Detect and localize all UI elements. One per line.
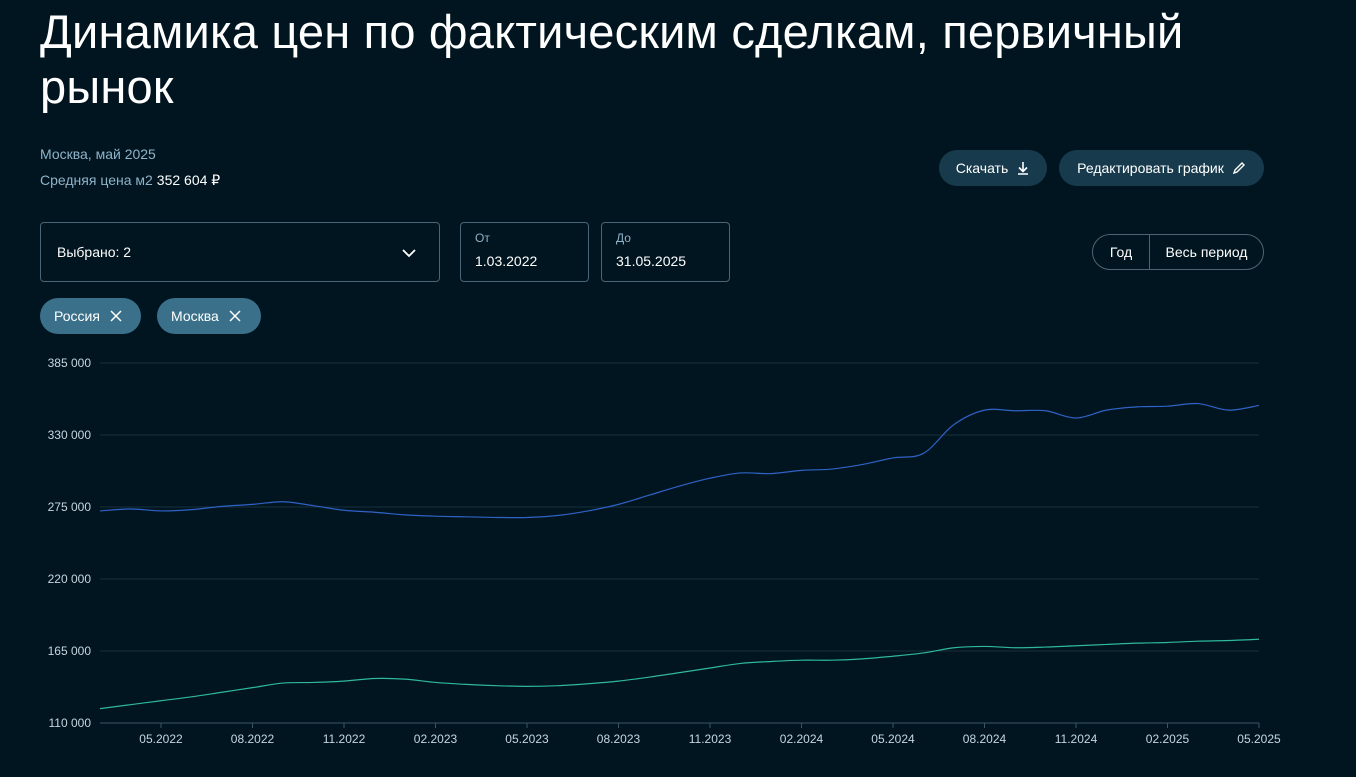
period-toggle: Год Весь период — [1092, 234, 1264, 270]
date-from-label: От — [475, 231, 490, 245]
chip-russia: Россия — [40, 298, 141, 334]
average-price-label: Средняя цена м2 — [40, 172, 153, 188]
average-price-value: 352 604 ₽ — [156, 172, 221, 188]
x-tick-label: 02.2024 — [780, 732, 824, 746]
period-year-button[interactable]: Год — [1093, 235, 1150, 269]
download-button[interactable]: Скачать — [939, 150, 1047, 186]
x-tick-label: 08.2022 — [231, 732, 275, 746]
y-tick-label: 330 000 — [48, 428, 92, 442]
x-tick-label: 05.2024 — [871, 732, 915, 746]
edit-chart-button[interactable]: Редактировать график — [1059, 150, 1264, 186]
series-line-moscow — [99, 402, 1260, 519]
chip-moscow-label: Москва — [171, 308, 219, 324]
period-all-button[interactable]: Весь период — [1165, 244, 1248, 260]
y-tick-label: 220 000 — [48, 572, 92, 586]
price-line-chart: 110 000 165 000 220 000 275 000 330 000 385 0… — [48, 356, 1281, 746]
y-tick-label: 110 000 — [49, 716, 92, 730]
x-tick-label: 05.2022 — [139, 732, 183, 746]
pencil-icon — [1232, 161, 1246, 175]
x-tick-label: 11.2022 — [323, 732, 366, 746]
subtitle: Москва, май 2025 — [40, 146, 156, 162]
chip-russia-label: Россия — [54, 308, 100, 324]
date-to-value: 31.05.2025 — [616, 253, 687, 269]
y-tick-label: 165 000 — [48, 644, 92, 658]
page-title: Динамика цен по фактическим сделкам, пер… — [40, 5, 1184, 113]
date-to-label: До — [616, 231, 631, 245]
x-tick-label: 05.2025 — [1237, 732, 1281, 746]
x-tick-label: 05.2023 — [505, 732, 549, 746]
edit-chart-button-label: Редактировать график — [1077, 160, 1224, 176]
region-select[interactable]: Выбрано: 2 — [40, 222, 440, 282]
series-line-russia — [99, 638, 1260, 710]
region-select-value: Выбрано: 2 — [57, 244, 132, 260]
x-tick-label: 08.2024 — [963, 732, 1007, 746]
x-tick-label: 02.2025 — [1146, 732, 1190, 746]
chevron-down-icon — [401, 245, 417, 264]
y-tick-label: 275 000 — [48, 500, 92, 514]
download-icon — [1016, 161, 1030, 175]
download-button-label: Скачать — [955, 160, 1009, 176]
date-to-field[interactable]: До 31.05.2025 — [601, 222, 730, 282]
date-from-field[interactable]: От 1.03.2022 — [460, 222, 589, 282]
x-tick-label: 08.2023 — [597, 732, 641, 746]
x-tick-label: 11.2024 — [1055, 732, 1098, 746]
y-tick-label: 385 000 — [48, 356, 92, 370]
close-icon[interactable] — [229, 310, 241, 322]
date-from-value: 1.03.2022 — [475, 253, 538, 269]
x-tick-label: 02.2023 — [414, 732, 458, 746]
chip-moscow: Москва — [157, 298, 261, 334]
x-tick-label: 11.2023 — [689, 732, 732, 746]
average-price: Средняя цена м2 352 604 ₽ — [40, 172, 220, 189]
close-icon[interactable] — [110, 310, 122, 322]
